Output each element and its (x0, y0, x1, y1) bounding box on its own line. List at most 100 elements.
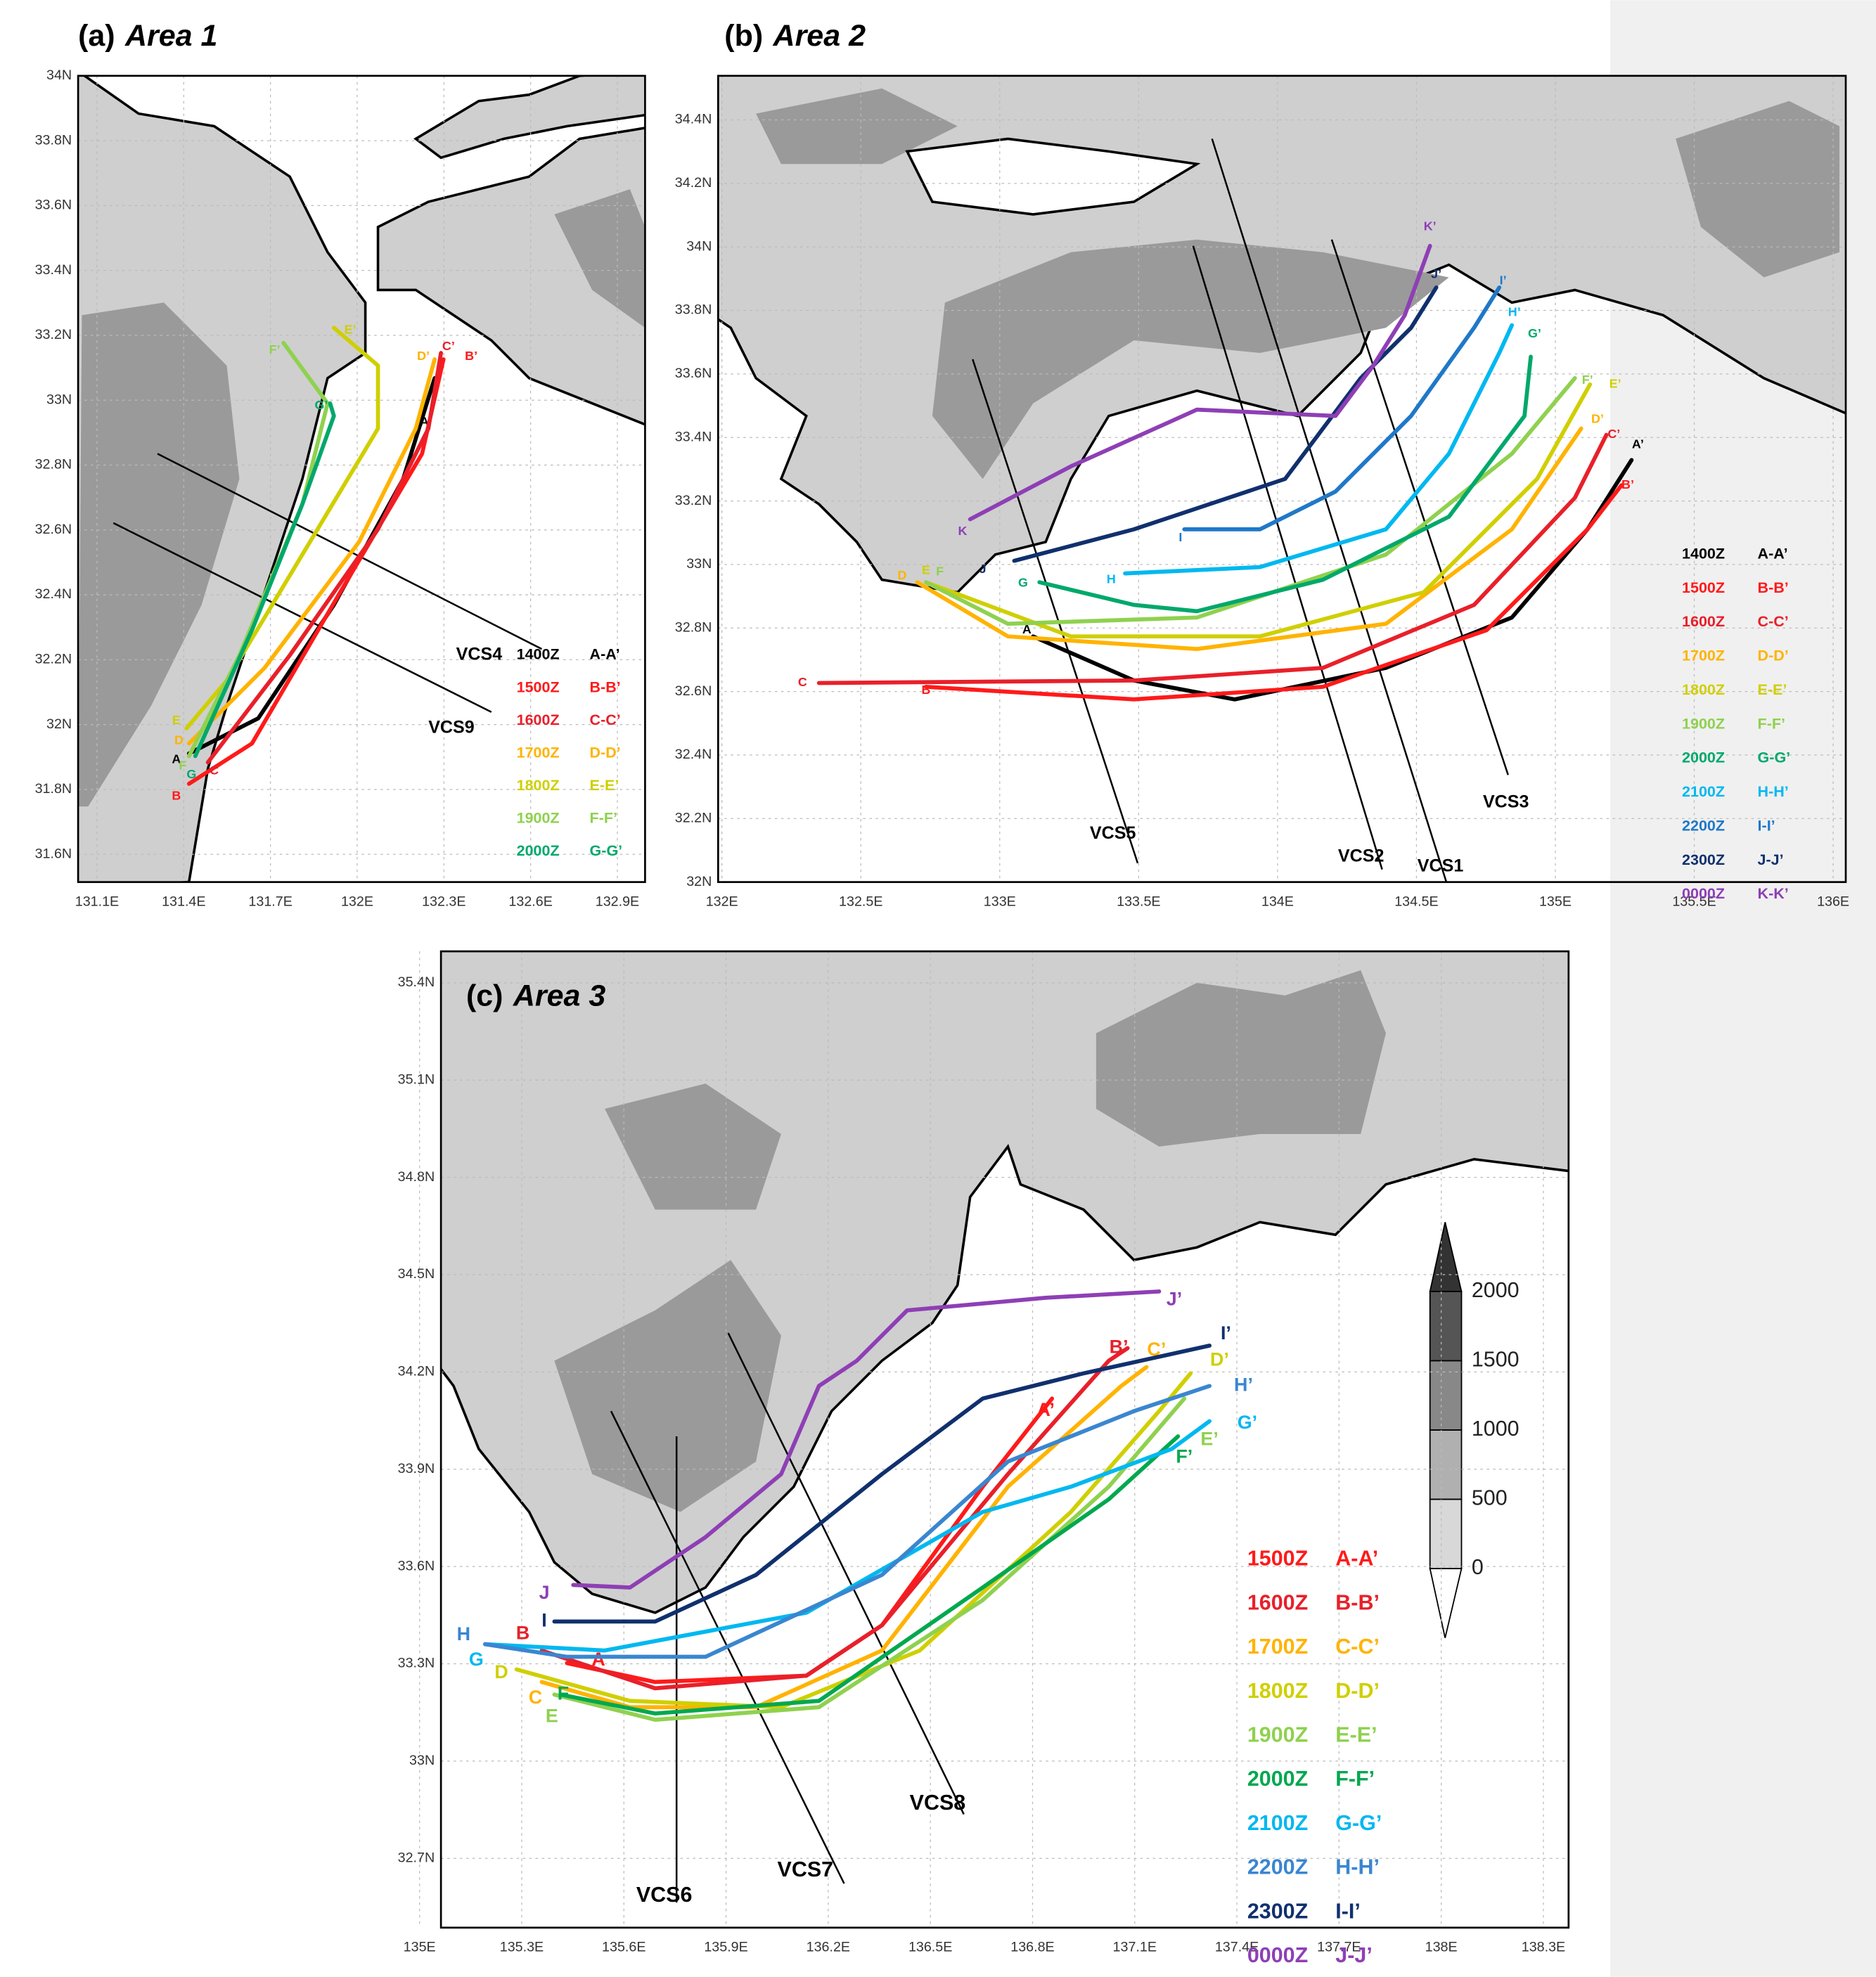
y-tick-label: 33.8N (675, 302, 712, 318)
x-tick-label: 135.5E (1672, 894, 1716, 909)
panel-title: (a) Area 1 (78, 19, 217, 53)
legend-track: F-F’ (590, 810, 617, 827)
legend-track: E-E’ (1758, 681, 1787, 698)
track-end: B’ (465, 349, 477, 363)
track-start: B (922, 683, 931, 697)
y-tick-label: 33.3N (398, 1656, 435, 1671)
track-end: A’ (1037, 1399, 1055, 1420)
track-end: B’ (1621, 477, 1634, 491)
legend-time: 1900Z (1247, 1722, 1308, 1746)
legend-time: 1400Z (1682, 545, 1725, 562)
legend-time: 1700Z (1247, 1635, 1308, 1659)
track (1182, 285, 1502, 532)
legend-time: 2300Z (1682, 851, 1725, 868)
y-tick-label: 33.8N (35, 132, 72, 148)
track (816, 432, 1609, 685)
legend-time: 1600Z (517, 711, 560, 728)
x-tick-label: 131.7E (248, 894, 292, 909)
legend-track: J-J’ (1335, 1943, 1372, 1967)
panel-label: (a) (78, 19, 115, 53)
y-tick-label: 34N (46, 67, 72, 83)
legend-time: 1900Z (517, 810, 560, 827)
panel-title: (b) Area 2 (724, 19, 866, 53)
x-tick-label: 132.9E (596, 894, 639, 909)
legend-time: 0000Z (1682, 885, 1725, 902)
track (193, 401, 336, 759)
y-tick-label: 32.8N (35, 457, 72, 472)
legend-track: A-A’ (1335, 1547, 1378, 1571)
track (205, 351, 443, 765)
track (558, 1434, 1181, 1716)
y-tick-label: 35.1N (398, 1072, 435, 1088)
track-start: B (516, 1622, 529, 1643)
track-start: K (958, 524, 967, 538)
legend-track: D-D’ (1335, 1679, 1380, 1703)
x-tick-label: 135.3E (500, 1940, 544, 1955)
track (571, 1289, 1162, 1590)
y-tick-label: 33.2N (675, 493, 712, 508)
legend-time: 2200Z (1682, 817, 1725, 834)
track-start: I (541, 1609, 546, 1630)
y-tick-label: 31.8N (35, 781, 72, 797)
x-tick-label: 136E (1817, 894, 1849, 909)
track (915, 426, 1583, 651)
panel: 131.1E 131.4E 131.7E 132E 132.3E 132.6E 132.9E… (35, 19, 646, 909)
track-end: G’ (1528, 326, 1541, 340)
legend-track: E-E’ (590, 777, 619, 794)
track-end: K’ (1424, 219, 1437, 233)
map-frame (717, 75, 1847, 883)
track-start: J (539, 1582, 550, 1603)
legend-track: H-H’ (1335, 1855, 1380, 1879)
track (968, 243, 1432, 522)
y-tick-label: 32N (46, 716, 72, 732)
track-end: J’ (1167, 1289, 1182, 1310)
y-tick-label: 32.7N (398, 1850, 435, 1865)
y-tick-label: 33.4N (35, 262, 72, 278)
track-end: G’ (314, 398, 328, 412)
y-tick-label: 31.6N (35, 846, 72, 861)
track-start: C (210, 764, 219, 778)
legend-track: C-C’ (1335, 1635, 1380, 1659)
legend-track: H-H’ (1758, 783, 1789, 800)
y-tick-label: 32.4N (675, 747, 712, 762)
track-start: F (558, 1682, 569, 1704)
legend-track: K-K’ (1758, 885, 1789, 902)
colorbar-label: 500 (1472, 1486, 1508, 1510)
legend-track: J-J’ (1758, 851, 1784, 868)
colorbar-label: 0 (1472, 1555, 1484, 1579)
track-start: G (469, 1649, 484, 1670)
legend-track: I-I’ (1758, 817, 1775, 834)
x-tick-label: 137.4E (1215, 1940, 1259, 1955)
track-end: E’ (1610, 377, 1621, 391)
x-tick-label: 135.6E (602, 1940, 645, 1955)
legend-track: E-E’ (1335, 1722, 1377, 1746)
track (514, 1371, 1193, 1710)
track-start: B (172, 788, 181, 802)
legend-track: A-A’ (1758, 545, 1788, 562)
panel-name: Area 3 (513, 979, 606, 1013)
y-tick-label: 34N (686, 238, 712, 254)
legend-track: B-B’ (590, 678, 621, 695)
legend-time: 1700Z (1682, 648, 1725, 664)
legend-time: 2100Z (1682, 783, 1725, 800)
track (1123, 323, 1515, 576)
y-tick-label: 33.9N (398, 1461, 435, 1476)
track-start: D (897, 568, 906, 582)
track-start: G (1018, 576, 1028, 590)
track-end: B’ (1110, 1337, 1129, 1358)
x-tick-label: 135.9E (704, 1940, 747, 1955)
panel-label: (c) (466, 979, 503, 1013)
x-tick-label: 137.7E (1317, 1940, 1361, 1955)
legend-time: 1400Z (517, 646, 560, 663)
panel: 132E 132.5E 133E 133.5E 134E 134.5E 135E 135.5E… (675, 19, 1849, 909)
x-tick-label: 134.5E (1394, 894, 1438, 909)
legend-track: G-G’ (1335, 1811, 1382, 1835)
track-end: A’ (1632, 437, 1644, 451)
land-a (78, 75, 645, 882)
y-tick-label: 33.2N (35, 327, 72, 342)
track-end: J’ (1431, 267, 1441, 281)
colorbar (1429, 1222, 1463, 1638)
track-start: J (979, 562, 987, 576)
section-label: VCS2 (1338, 846, 1384, 865)
track-end: G’ (1238, 1412, 1257, 1433)
